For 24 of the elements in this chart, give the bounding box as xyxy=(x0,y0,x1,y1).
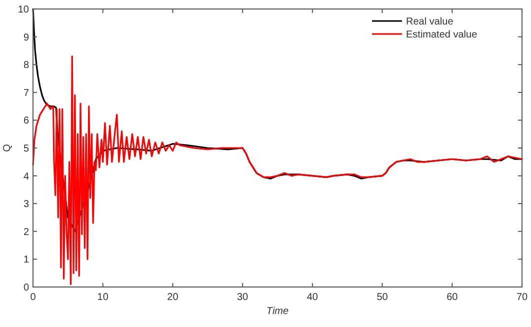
legend-label: Estimated value xyxy=(406,30,478,40)
y-tick-label: 10 xyxy=(18,4,30,16)
legend-label: Real value xyxy=(406,16,454,28)
y-tick-label: 9 xyxy=(23,32,30,44)
y-tick-label: 0 xyxy=(23,282,30,294)
x-tick-label: 60 xyxy=(446,292,458,303)
x-tick-label: 10 xyxy=(97,292,109,303)
x-tick-label: 50 xyxy=(376,292,388,303)
x-tick-label: 70 xyxy=(516,292,528,303)
y-tick-label: 7 xyxy=(23,88,30,99)
y-tick-label: 1 xyxy=(23,254,30,266)
line-series xyxy=(32,55,523,286)
y-tick-label: 5 xyxy=(23,144,30,154)
x-tick-label: 40 xyxy=(306,292,318,303)
x-tick-label: 20 xyxy=(167,292,179,303)
y-tick-label: 3 xyxy=(23,199,30,210)
x-tick-label: 0 xyxy=(30,292,36,303)
y-axis-title: Q xyxy=(2,144,13,152)
y-tick-label: 2 xyxy=(23,226,30,238)
x-axis-title: Time xyxy=(266,306,289,317)
y-tick-label: 8 xyxy=(23,60,30,72)
x-tick-label: 30 xyxy=(237,292,249,303)
y-tick-label: 4 xyxy=(23,171,30,182)
y-tick-label: 6 xyxy=(23,116,30,127)
